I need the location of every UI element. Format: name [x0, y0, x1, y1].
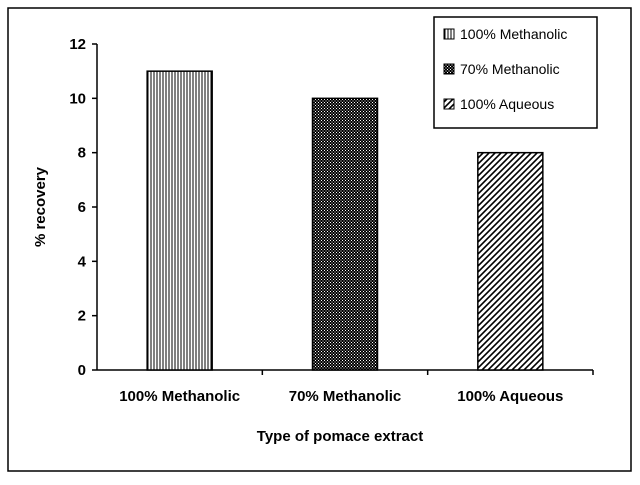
legend-swatch [443, 63, 455, 75]
y-tick-label: 4 [78, 253, 87, 270]
legend: 100% Methanolic 70% Methanolic 100% Aqueou… [433, 16, 598, 129]
legend-swatch [443, 28, 455, 40]
y-tick-label: 6 [78, 199, 86, 216]
legend-label: 100% Aqueous [460, 96, 554, 112]
bars [146, 70, 544, 371]
legend-box [433, 16, 598, 129]
y-tick-label: 8 [78, 145, 86, 162]
y-tick-label: 12 [69, 36, 86, 53]
bar-1 [146, 70, 213, 371]
x-tick-label: 70% Methanolic [289, 388, 402, 405]
tick-labels: 0 2 4 6 8 10 12 100% Methanolic 70% Methanolic 10… [69, 36, 563, 405]
bar-2 [311, 97, 379, 371]
x-axis-title: Type of pomace extract [257, 428, 423, 445]
x-tick-label: 100% Aqueous [457, 388, 563, 405]
legend-label: 100% Methanolic [460, 26, 567, 42]
legend-label: 70% Methanolic [460, 61, 560, 77]
legend-swatch [443, 98, 455, 110]
y-tick-label: 10 [69, 90, 86, 107]
y-axis-title: % recovery [32, 166, 49, 247]
y-tick-label: 2 [78, 308, 86, 325]
x-tick-label: 100% Methanolic [119, 388, 240, 405]
bar-3 [477, 151, 544, 371]
y-tick-label: 0 [78, 362, 86, 379]
